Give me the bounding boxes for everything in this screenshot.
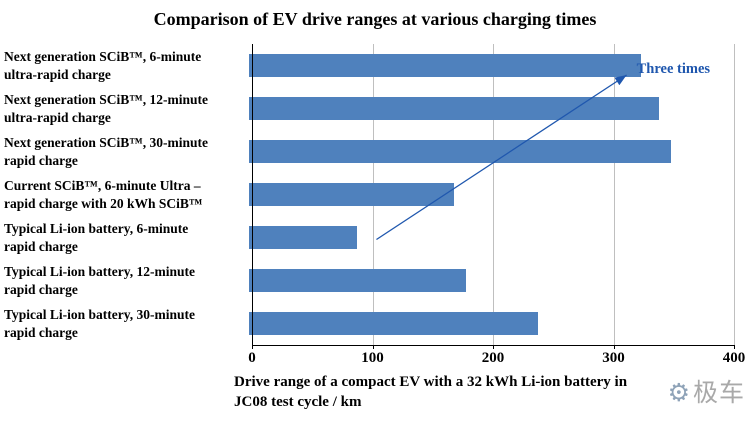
chart-title: Comparison of EV drive ranges at various… [153, 9, 597, 29]
chart-row: Next generation SCiB™, 12-minute ultra-ra… [0, 87, 750, 130]
bar-track [248, 87, 731, 130]
tick-label: 400 [722, 350, 746, 366]
tick-mark [252, 345, 253, 349]
bar [249, 54, 641, 77]
bar [249, 226, 358, 249]
category-label: Typical Li-ion battery, 12-minute rapid c… [4, 263, 195, 297]
tick-label: 100 [361, 350, 384, 366]
bar-track [248, 302, 731, 345]
bar-track [248, 216, 731, 259]
category-label: Next generation SCiB™, 30-minute rapid ch… [4, 134, 208, 168]
chart-row: Next generation SCiB™, 30-minute rapid ch… [0, 130, 750, 173]
bar [249, 140, 671, 163]
tick-label: 200 [481, 350, 505, 366]
bar-track [248, 259, 731, 302]
bar [249, 97, 659, 120]
chart-row: Typical Li-ion battery, 30-minute rapid c… [0, 302, 750, 345]
tick-mark [613, 345, 615, 349]
watermark: ⚙极车 [668, 373, 745, 409]
category-label: Next generation SCiB™, 12-minute ultra-ra… [4, 91, 208, 125]
watermark-gear-icon: ⚙ [667, 378, 691, 407]
tick-mark [493, 345, 494, 349]
bar [249, 269, 466, 292]
y-axis-line [252, 44, 253, 346]
category-label: Typical Li-ion battery, 30-minute rapid c… [4, 306, 195, 340]
chart-area: Next generation SCiB™, 6-minute ultra-rap… [0, 44, 750, 410]
x-axis-title: Drive range of a compact EV with a 32 kW… [234, 372, 739, 413]
category-label: Current SCiB™, 6-minute Ultra – rapid cha… [4, 177, 203, 211]
bar [249, 312, 539, 335]
chart-row: Typical Li-ion battery, 12-minute rapid c… [0, 259, 750, 302]
x-axis-title-line2: JC08 test cycle / km [234, 394, 362, 411]
chart-row: Typical Li-ion battery, 6-minute rapid ch… [0, 216, 750, 259]
x-axis-line [252, 345, 735, 346]
bar-track [248, 173, 731, 216]
chart-rows: Next generation SCiB™, 6-minute ultra-rap… [0, 44, 750, 345]
bar-track [248, 130, 731, 173]
chart-row: Current SCiB™, 6-minute Ultra – rapid cha… [0, 173, 750, 216]
tick-mark [372, 345, 374, 349]
category-label: Next generation SCiB™, 6-minute ultra-rap… [4, 48, 202, 82]
chart-row: Next generation SCiB™, 6-minute ultra-rap… [0, 44, 750, 87]
watermark-text: 极车 [692, 378, 745, 407]
bar [249, 183, 454, 206]
tick-mark [734, 345, 735, 349]
category-label: Typical Li-ion battery, 6-minute rapid ch… [4, 220, 189, 254]
plot-area: Next generation SCiB™, 6-minute ultra-rap… [0, 44, 750, 366]
x-axis-title-line1: Drive range of a compact EV with a 32 kW… [234, 374, 628, 390]
tick-label: 0 [248, 350, 256, 366]
tick-label: 300 [602, 350, 625, 366]
x-axis-ticks: 0 100 200 300 400 [248, 350, 745, 370]
gridline [734, 44, 735, 345]
bar-track [248, 44, 731, 87]
